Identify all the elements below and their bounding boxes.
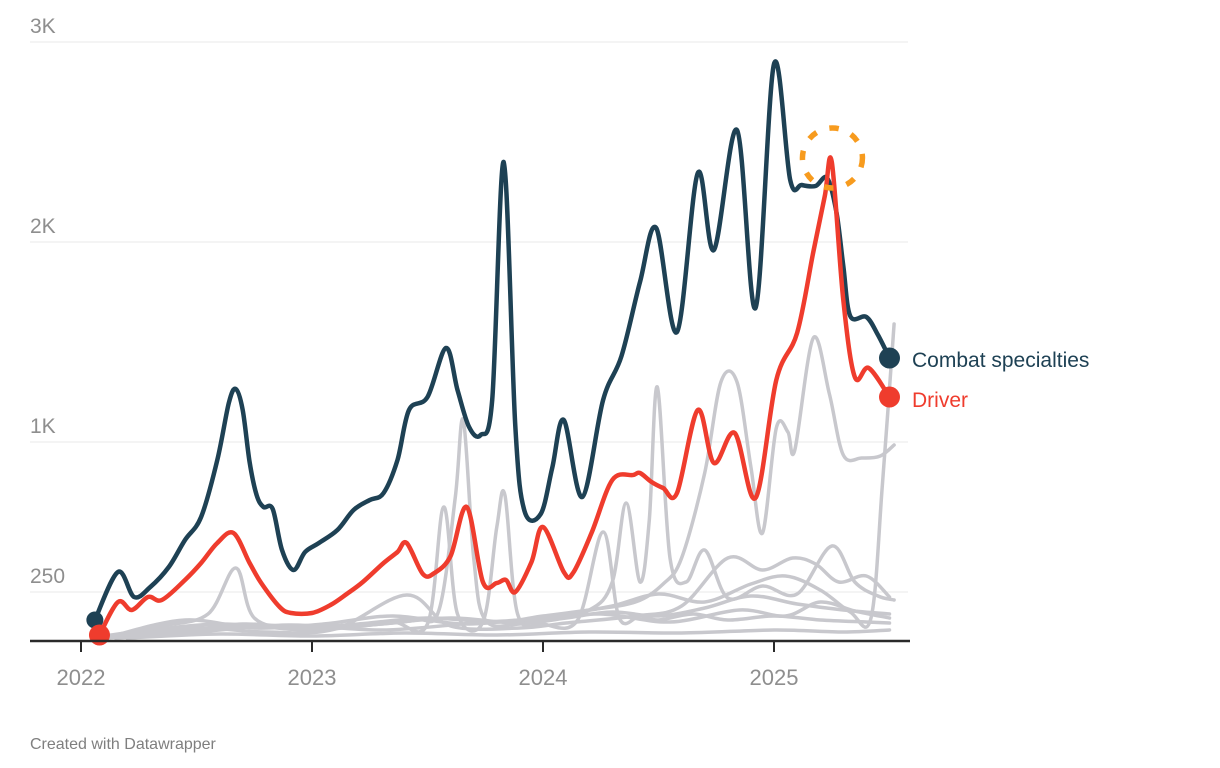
y-tick-label: 250 [30, 565, 65, 588]
x-tick-label: 2025 [750, 665, 799, 690]
annotation-dashed-circle [799, 125, 866, 191]
series-label-driver: Driver [912, 389, 968, 412]
series-label-combat-specialties: Combat specialties [912, 349, 1090, 372]
series-start-dot [86, 611, 104, 629]
y-tick-label: 2K [30, 215, 56, 238]
series-end-dot [879, 347, 900, 369]
series-line-unlabeled-8 [113, 600, 892, 637]
series-end-dot [879, 386, 900, 408]
series-line-unlabeled-6 [125, 555, 892, 638]
series-line-unlabeled-7 [125, 628, 892, 640]
series-start-dot [88, 624, 110, 646]
y-tick-label: 3K [30, 15, 56, 38]
series-line-unlabeled-5 [113, 385, 896, 640]
datawrapper-credit[interactable]: Created with Datawrapper [30, 736, 216, 753]
series-line-driver [97, 155, 892, 638]
x-tick-label: 2023 [288, 665, 337, 690]
x-tick-label: 2022 [57, 665, 106, 690]
x-tick-label: 2024 [519, 665, 568, 690]
series-line-combat-specialties [92, 59, 892, 623]
y-tick-label: 1K [30, 415, 56, 438]
